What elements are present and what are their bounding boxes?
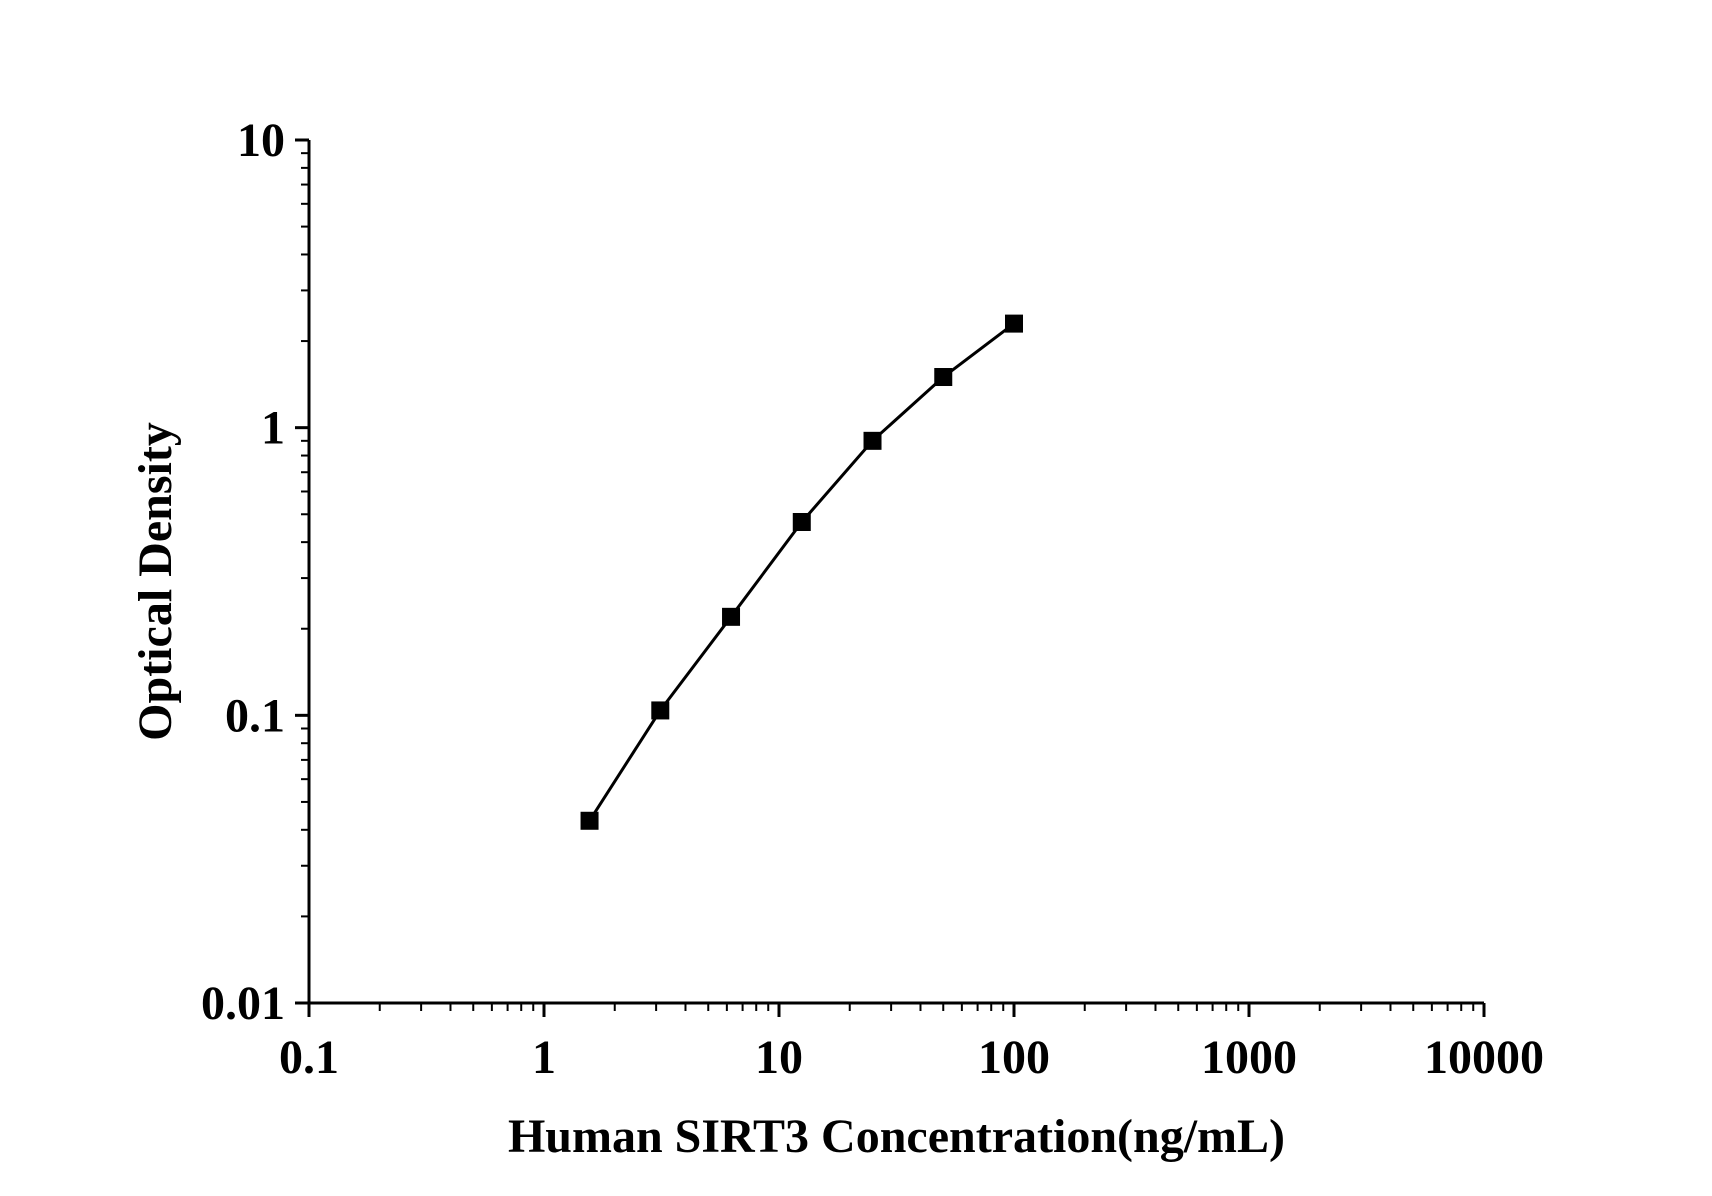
data-point-marker	[651, 701, 670, 720]
y-tick-label: 0.01	[201, 977, 285, 1030]
y-tick-label: 0.1	[225, 689, 285, 742]
x-tick-label: 10	[755, 1031, 803, 1084]
data-point-marker	[722, 607, 741, 626]
x-tick-label: 1	[532, 1031, 556, 1084]
data-point-marker	[863, 431, 882, 450]
x-axis-title: Human SIRT3 Concentration(ng/mL)	[508, 1110, 1285, 1163]
x-tick-label: 1000	[1201, 1031, 1297, 1084]
data-series	[580, 314, 1023, 830]
y-axis-title: Optical Density	[129, 422, 182, 741]
data-point-marker	[1005, 314, 1023, 333]
y-tick-label: 10	[237, 114, 285, 167]
data-point-marker	[580, 811, 599, 830]
data-point-marker	[934, 368, 953, 387]
axis-ticks	[295, 138, 1486, 1017]
x-tick-label: 100	[978, 1031, 1050, 1084]
data-point-marker	[792, 512, 811, 531]
series-line	[588, 322, 1015, 822]
x-tick-label: 0.1	[279, 1031, 339, 1084]
axes	[307, 140, 1484, 1005]
x-tick-label: 10000	[1424, 1031, 1544, 1084]
y-tick-label: 1	[261, 402, 285, 455]
